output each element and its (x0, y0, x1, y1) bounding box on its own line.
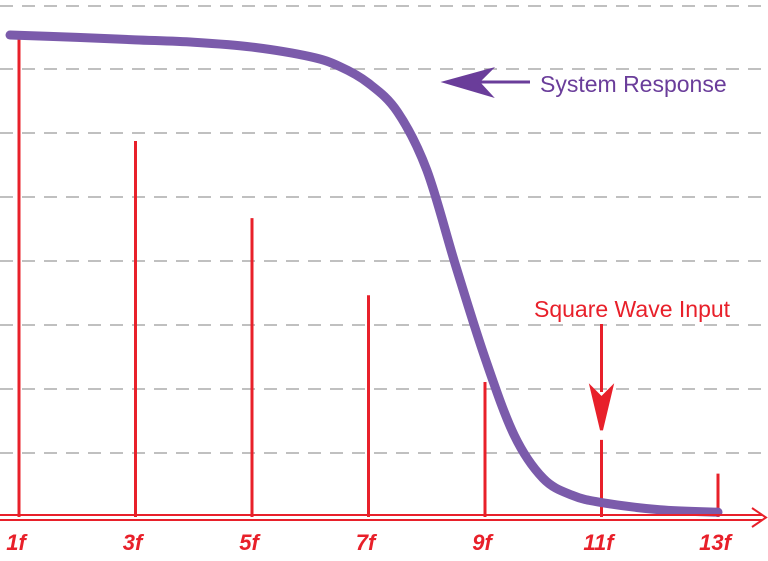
grid-lines (0, 5, 768, 454)
input-arrow-icon (588, 324, 615, 431)
x-tick-label: 9f (472, 530, 494, 555)
input-annotation: Square Wave Input (534, 296, 731, 431)
x-tick-label: 3f (123, 530, 145, 555)
x-tick-labels: 1f 3f 5f 7f 9f 11f 13f (6, 530, 733, 555)
x-axis (0, 507, 768, 528)
x-tick-label: 11f (583, 530, 616, 555)
response-arrow-icon (440, 67, 530, 98)
bars (17, 35, 720, 517)
response-annotation: System Response (440, 67, 727, 98)
axis-arrow-icon (751, 507, 768, 528)
x-tick-label: 7f (356, 530, 378, 555)
square-wave-input-label: Square Wave Input (534, 296, 731, 322)
x-tick-label: 13f (699, 530, 733, 555)
system-response-line (5, 30, 723, 517)
system-response-label: System Response (540, 71, 727, 97)
x-tick-label: 1f (6, 530, 28, 555)
x-tick-label: 5f (239, 530, 261, 555)
